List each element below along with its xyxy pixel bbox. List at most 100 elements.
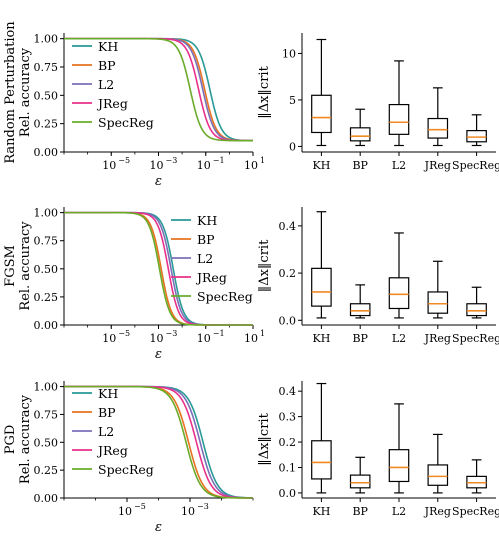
series-line-L2 xyxy=(64,211,253,326)
box-body xyxy=(388,449,410,483)
row-title: PGD xyxy=(3,425,18,455)
y-tick-label: 0.0 xyxy=(279,314,297,327)
box-BP xyxy=(349,456,371,494)
y-tick-label: 0.25 xyxy=(34,464,59,477)
y-axis-label: ‖Δx‖crit xyxy=(257,412,272,465)
x-tick-label: 10 xyxy=(197,159,211,172)
box-panel-0: 0 5 10 ‖Δx‖crit KH BP L2 JReg SpecReg xyxy=(257,33,499,172)
y-axis-label: ‖Δx‖crit xyxy=(257,65,272,118)
box-body xyxy=(311,440,332,480)
box-KH xyxy=(311,382,332,494)
x-tick-exponent: −5 xyxy=(134,502,146,511)
y-axis-label: Rel. accuracy xyxy=(18,47,33,137)
y-tick-label: 0 xyxy=(289,140,296,153)
x-tick-label-KH: KH xyxy=(312,332,330,345)
series-line-JReg xyxy=(64,211,253,326)
series-line-SpecReg xyxy=(64,385,253,499)
box-SpecReg xyxy=(466,459,487,494)
y-tick-label: 0.4 xyxy=(279,385,297,398)
box-body xyxy=(427,464,449,486)
box-body xyxy=(427,117,449,139)
series-line-L2 xyxy=(64,385,254,499)
y-tick-label: 10 xyxy=(282,47,296,60)
x-tick-exponent: −5 xyxy=(118,156,130,165)
x-tick-label: 10 xyxy=(197,332,211,345)
series-line-JReg xyxy=(64,385,254,499)
x-tick-exponent: −3 xyxy=(197,502,209,511)
box-KH xyxy=(311,211,332,319)
y-tick-label: 0.50 xyxy=(34,263,59,276)
legend-label-SpecReg: SpecReg xyxy=(197,289,253,304)
x-axis-label: ε xyxy=(155,174,162,189)
x-tick-label: 10 xyxy=(118,505,132,518)
legend-label-KH: KH xyxy=(98,39,118,54)
x-tick-label-BP: BP xyxy=(352,332,368,345)
y-tick-label: 1.00 xyxy=(34,381,59,394)
box-body xyxy=(311,94,332,134)
legend-label-JReg: JReg xyxy=(96,96,128,111)
series-line-BP xyxy=(64,211,253,326)
x-tick-exponent: −5 xyxy=(118,329,130,338)
x-tick-label-KH: KH xyxy=(312,159,330,172)
box-BP xyxy=(349,108,371,147)
box-BP xyxy=(349,284,371,319)
box-body xyxy=(349,127,371,142)
x-tick-label-JReg: JReg xyxy=(424,505,451,518)
series-line-KH xyxy=(64,211,253,326)
series-line-SpecReg xyxy=(64,211,253,326)
legend-label-L2: L2 xyxy=(98,424,114,439)
y-tick-label: 0.2 xyxy=(279,436,297,449)
x-tick-label-BP: BP xyxy=(352,505,368,518)
series-line-JReg xyxy=(64,37,253,142)
series-line-KH xyxy=(64,385,254,499)
x-tick-exponent: −3 xyxy=(166,156,178,165)
y-tick-label: 1.00 xyxy=(34,33,59,46)
x-tick-exponent: 1 xyxy=(260,329,265,338)
legend-label-KH: KH xyxy=(197,213,217,228)
x-tick-label-BP: BP xyxy=(352,159,368,172)
series-line-BP xyxy=(64,37,254,142)
series-line-L2 xyxy=(64,37,253,142)
legend-label-JReg: JReg xyxy=(195,270,227,285)
legend-label-SpecReg: SpecReg xyxy=(98,462,154,477)
x-tick-label: 10 xyxy=(244,332,258,345)
x-axis-label: ε xyxy=(155,520,162,535)
x-tick-label-JReg: JReg xyxy=(424,332,451,345)
y-tick-label: 0.0 xyxy=(279,487,297,500)
y-tick-label: 0.2 xyxy=(279,267,297,280)
box-SpecReg xyxy=(466,286,487,319)
legend-label-SpecReg: SpecReg xyxy=(98,115,154,130)
x-axis-label: ε xyxy=(155,347,162,362)
row-title: FGSM xyxy=(3,245,18,287)
x-tick-exponent: 1 xyxy=(260,156,265,165)
y-tick-label: 0.00 xyxy=(34,492,59,505)
x-tick-label: 10 xyxy=(150,332,164,345)
y-tick-label: 0.25 xyxy=(34,291,59,304)
x-tick-label-KH: KH xyxy=(312,505,330,518)
box-JReg xyxy=(427,433,449,494)
box-JReg xyxy=(427,260,449,319)
x-tick-label: 10 xyxy=(150,159,164,172)
box-L2 xyxy=(388,232,410,319)
y-tick-label: 0.75 xyxy=(34,61,59,74)
box-body xyxy=(427,291,449,314)
y-tick-label: 0.1 xyxy=(279,461,297,474)
y-tick-label: 0.00 xyxy=(34,319,59,332)
x-tick-label-L2: L2 xyxy=(392,159,406,172)
box-SpecReg xyxy=(466,114,487,147)
x-tick-label: 10 xyxy=(102,332,116,345)
y-tick-label: 0.00 xyxy=(34,146,59,159)
y-tick-label: 0.75 xyxy=(34,235,59,248)
legend-label-KH: KH xyxy=(98,386,118,401)
x-tick-label-SpecReg: SpecReg xyxy=(452,159,499,172)
legend-label-L2: L2 xyxy=(98,77,114,92)
box-L2 xyxy=(388,60,410,147)
x-tick-label: 10 xyxy=(244,159,258,172)
y-axis-label: Rel. accuracy xyxy=(18,394,33,484)
x-tick-label: 10 xyxy=(181,505,195,518)
x-tick-label-L2: L2 xyxy=(392,332,406,345)
x-tick-label-L2: L2 xyxy=(392,505,406,518)
